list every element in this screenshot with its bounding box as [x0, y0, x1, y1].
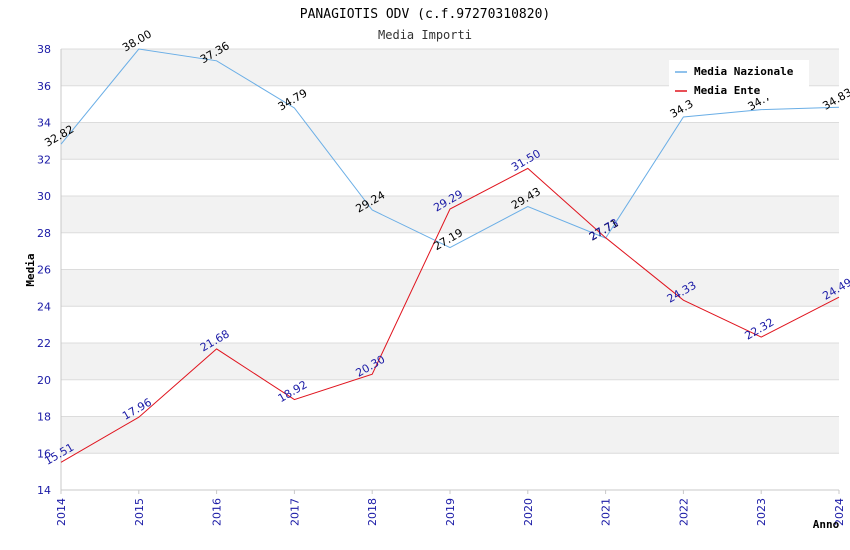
y-tick-label: 24	[37, 300, 51, 313]
legend-label-media-nazionale: Media Nazionale	[694, 65, 794, 78]
x-tick-label: 2014	[55, 498, 68, 526]
plot-band	[61, 306, 839, 343]
legend-background	[669, 60, 809, 98]
x-tick-label: 2022	[677, 498, 690, 526]
y-tick-label: 20	[37, 374, 51, 387]
x-tick-label: 2020	[522, 498, 535, 526]
y-tick-labels: 14 16 18 20 22 24 26 28 30 32 34 36 38	[37, 43, 51, 497]
plot-band	[61, 159, 839, 196]
series-line-media-ente	[60, 167, 840, 463]
x-tick-label: 2024	[833, 498, 846, 526]
x-tick-label: 2015	[133, 498, 146, 526]
plot-band	[61, 453, 839, 490]
plot-band	[61, 269, 839, 307]
y-tick-label: 30	[37, 190, 51, 203]
y-tick-label: 26	[37, 264, 51, 277]
y-tick-label: 36	[37, 80, 51, 93]
plot-band	[61, 379, 839, 417]
x-tick-label: 2019	[444, 498, 457, 526]
series-line-media-nazionale	[60, 48, 840, 249]
chart-title: PANAGIOTIS ODV (c.f.97270310820)	[300, 7, 550, 22]
y-tick-label: 14	[37, 484, 51, 497]
axes	[60, 49, 840, 494]
x-tick-label: 2017	[288, 498, 301, 526]
x-tick-label: 2021	[600, 498, 613, 526]
x-tick-label: 2018	[366, 498, 379, 526]
series-lines	[60, 48, 840, 463]
y-tick-label: 38	[37, 43, 51, 56]
legend: Media Nazionale Media Ente	[669, 60, 809, 98]
y-tick-label: 32	[37, 153, 51, 166]
plot-band	[61, 343, 839, 380]
plot-band	[61, 232, 839, 270]
x-tick-label: 2016	[211, 498, 224, 526]
y-tick-label: 22	[37, 337, 51, 350]
plot-band	[61, 122, 839, 160]
x-tick-labels: 2014 2015 2016 2017 2018 2019 2020 2021 2022 2023…	[55, 498, 846, 526]
plot-band	[61, 196, 839, 233]
y-tick-label: 28	[37, 227, 51, 240]
x-axis-label: Anno	[813, 518, 840, 531]
y-tick-label: 16	[37, 447, 51, 460]
y-axis-label: Media	[24, 253, 37, 286]
x-tick-label: 2023	[755, 498, 768, 526]
chart-subtitle: Media Importi	[378, 28, 472, 42]
y-tick-label: 34	[37, 117, 51, 130]
legend-label-media-ente: Media Ente	[694, 84, 761, 97]
plot-bands	[61, 49, 839, 490]
plot-band	[61, 416, 839, 454]
y-tick-label: 18	[37, 411, 51, 424]
